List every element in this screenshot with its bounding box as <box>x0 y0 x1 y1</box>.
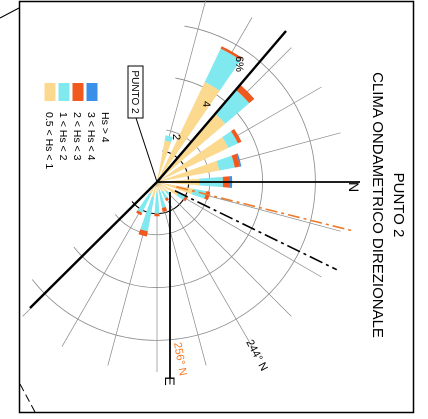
rose-bar-segment <box>204 191 211 201</box>
station-leader <box>135 117 158 183</box>
grid-spoke <box>156 181 292 317</box>
rose-bar-segment <box>236 153 242 167</box>
rose-grid <box>22 0 347 372</box>
rose-bar-segment <box>231 153 241 168</box>
cut-mark-bottom-left <box>19 383 36 413</box>
coastline-upper <box>156 30 287 183</box>
rose-bar-segment <box>158 189 166 208</box>
rose-bar-segment <box>157 160 220 182</box>
rose-bar-segment <box>161 206 168 212</box>
rose-bar-segment <box>157 182 168 193</box>
rose-bar-segment <box>216 155 235 171</box>
figure-frame <box>18 0 415 414</box>
ring-label-6: 6% <box>233 56 245 72</box>
legend-label: 0.5 < Hs < 1 <box>43 112 55 169</box>
legend-label: 2 < Hs < 3 <box>71 112 83 161</box>
rose-bar-segment <box>230 128 242 144</box>
legend-swatch <box>86 83 98 101</box>
legend-label: 1 < Hs < 2 <box>57 112 69 161</box>
ring-label-2: 2 <box>170 134 182 140</box>
station-label-box <box>127 65 144 119</box>
rose-bar-segment <box>137 192 152 213</box>
chart-title: PUNTO 2 <box>390 173 407 238</box>
chart-subtitle: CLIMA ONDAMETRICO DIREZIONALE <box>369 72 386 338</box>
reference-line <box>176 186 352 232</box>
station-label: PUNTO 2 <box>129 70 140 114</box>
east-label: E <box>162 376 178 385</box>
rose-bar-segment <box>157 140 172 182</box>
legend-label: Hs > 4 <box>99 112 111 143</box>
rose-bar-segment <box>154 213 160 217</box>
reference-line <box>174 190 338 271</box>
rose-bar-segment <box>157 182 163 192</box>
rose-bar-segment <box>157 182 194 195</box>
rose-bar-segment <box>157 137 229 182</box>
legend-swatch <box>58 83 70 101</box>
rose-bar-segment <box>235 84 255 104</box>
rose-bar-segment <box>140 196 155 232</box>
legend-swatch <box>44 83 56 101</box>
ring-label-4: 4 <box>200 101 212 107</box>
rose-bars <box>136 46 255 237</box>
rose-bar-segment <box>164 197 169 202</box>
rose-bar-segment <box>164 135 173 143</box>
rose-bar-segment <box>154 192 160 214</box>
cut-mark-top-left <box>0 7 20 19</box>
reference-lines <box>174 186 352 271</box>
rose-bar-segment <box>204 48 241 91</box>
rose-bar-segment <box>157 182 179 196</box>
grid-spoke <box>156 181 207 366</box>
coastline-lower <box>29 181 158 309</box>
north-label: N <box>346 182 362 192</box>
reference-line-256-label: 256° N <box>171 341 189 376</box>
rose-bar-segment <box>220 46 243 61</box>
legend-label: 3 < Hs < 4 <box>85 112 97 161</box>
legend-swatch <box>72 83 84 101</box>
rose-bar-segment <box>156 182 158 193</box>
grid-ring <box>31 25 316 341</box>
rose-bar-segment <box>157 113 226 182</box>
rose-bar-segment <box>176 192 186 200</box>
rose-bar-segment <box>222 131 238 148</box>
rose-bar-segment <box>215 89 250 124</box>
rose-bar-segment <box>136 210 143 216</box>
grid-spoke <box>156 181 253 347</box>
rose-bar-segment <box>138 229 148 237</box>
rose-bar-segment <box>161 190 168 199</box>
reference-line-244-label: 244° N <box>243 338 269 373</box>
rose-bar-segment <box>151 182 157 198</box>
rose-bar-segment <box>157 81 220 182</box>
rose-bar-segment <box>191 188 207 199</box>
rose-bar-segment <box>157 182 160 190</box>
